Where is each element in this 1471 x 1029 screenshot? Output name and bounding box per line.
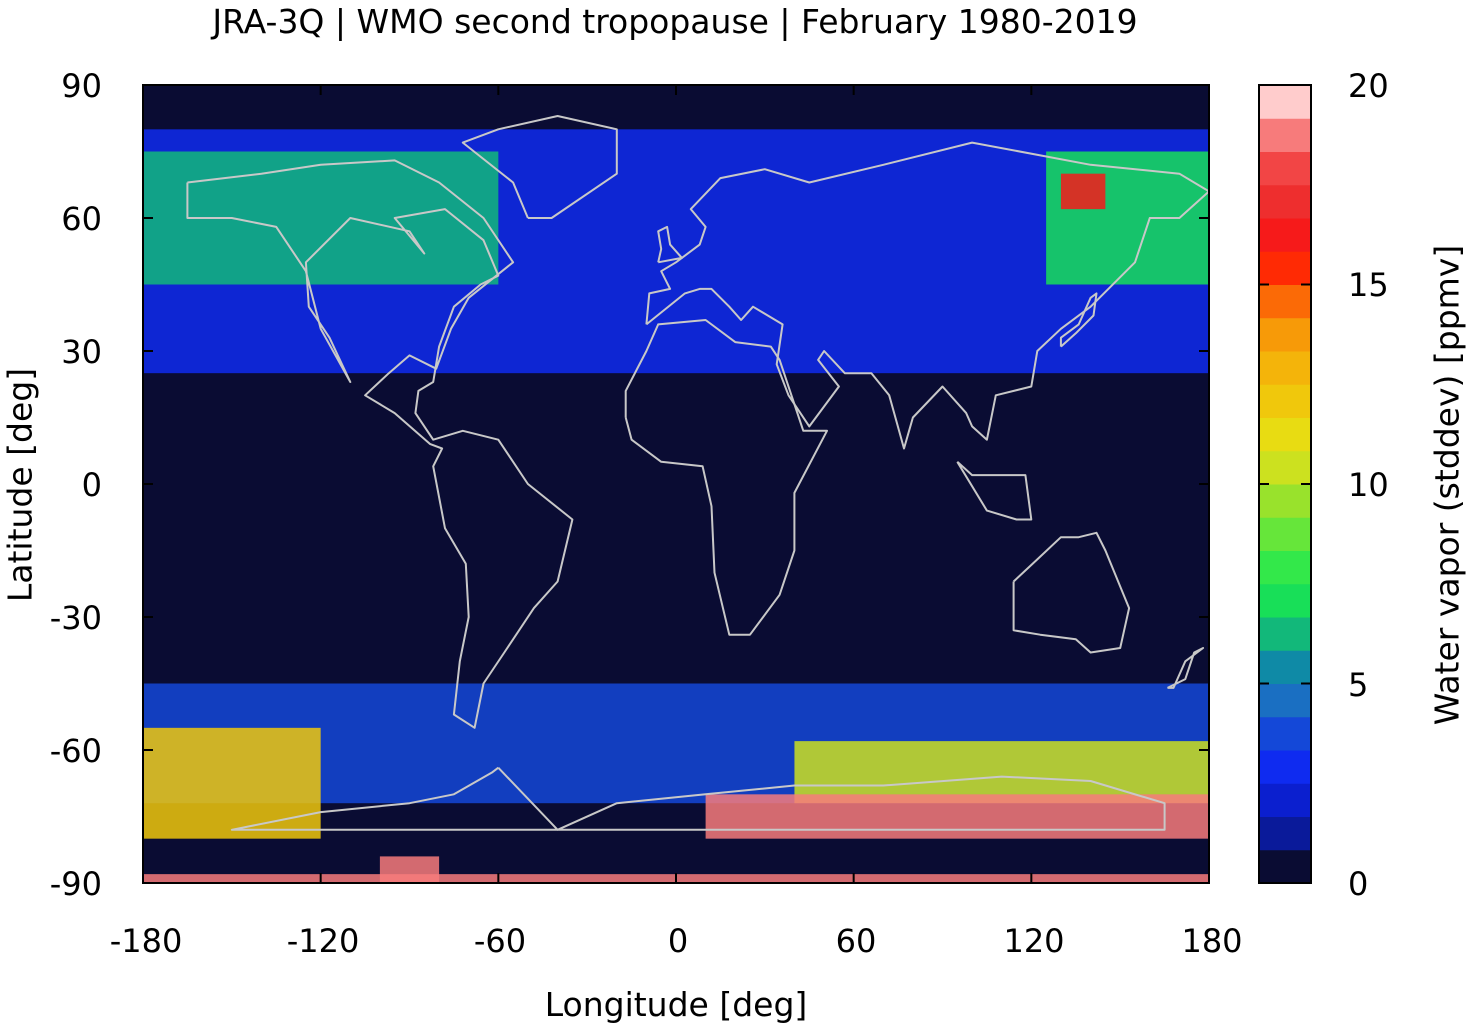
colorbar-swatch <box>1259 251 1311 285</box>
coastline <box>461 115 618 219</box>
coastline <box>1059 292 1098 348</box>
colorbar-swatch <box>1259 550 1311 585</box>
colorbar-swatch <box>1259 151 1311 186</box>
x-tick-label: -60 <box>473 922 527 960</box>
x-tick-label: 180 <box>1181 922 1243 960</box>
y-tick-label: -90 <box>49 865 102 903</box>
coastline <box>624 319 828 636</box>
colorbar-swatch <box>1259 683 1311 718</box>
colorbar-swatch <box>1259 450 1311 485</box>
y-tick-label: 90 <box>61 67 102 105</box>
colorbar-swatch <box>1259 484 1311 518</box>
colorbar-swatch <box>1259 384 1311 418</box>
y-axis-label: Latitude [deg] <box>0 367 40 603</box>
colorbar-swatch <box>1259 351 1311 385</box>
colorbar-tick-label: 0 <box>1348 865 1369 903</box>
coastline <box>230 766 1166 831</box>
colorbar-swatch <box>1259 284 1311 319</box>
colorbar-swatch <box>1259 317 1311 352</box>
colorbar-swatch <box>1259 218 1311 252</box>
colorbar-tick-label: 5 <box>1348 666 1369 704</box>
y-tick-label: 60 <box>61 200 102 238</box>
colorbar-swatch <box>1259 184 1311 219</box>
colorbar-label: Water vapor (stddev) [ppmv] <box>1427 244 1467 726</box>
heatmap-region <box>705 794 1209 839</box>
colorbar-swatch <box>1259 816 1311 851</box>
colorbar-swatch <box>1259 750 1311 784</box>
coastline <box>956 461 1033 521</box>
heatmap-region <box>1060 173 1106 210</box>
colorbar-swatch <box>1259 417 1311 452</box>
x-tick-label: 60 <box>835 922 877 960</box>
colorbar-swatch <box>1259 85 1311 119</box>
heatmap-region <box>143 727 321 839</box>
x-tick-label: -180 <box>109 922 183 960</box>
coastline <box>657 225 683 264</box>
colorbar-tick-label: 15 <box>1348 266 1389 304</box>
colorbar-swatch <box>1259 650 1311 684</box>
coastline <box>1167 647 1205 689</box>
y-tick-label: 30 <box>61 333 102 371</box>
colorbar-swatch <box>1259 517 1311 551</box>
coastline <box>186 159 574 729</box>
colorbar-swatch <box>1259 118 1311 152</box>
heatmap-region <box>1046 151 1209 285</box>
colorbar-tick-label: 20 <box>1348 67 1389 105</box>
coastline <box>1012 531 1131 654</box>
chart-title: JRA-3Q | WMO second tropopause | Februar… <box>212 2 1138 41</box>
colorbar-swatch <box>1259 849 1311 884</box>
colorbar-swatch <box>1259 583 1311 618</box>
y-tick-label: -30 <box>49 599 102 637</box>
y-tick-label: -60 <box>49 732 102 770</box>
colorbar-swatch <box>1259 783 1311 817</box>
coastline <box>645 141 1210 450</box>
x-tick-label: 120 <box>1003 922 1065 960</box>
x-axis-label: Longitude [deg] <box>544 985 808 1024</box>
colorbar-swatch <box>1259 617 1311 651</box>
colorbar-swatch <box>1259 716 1311 751</box>
x-tick-label: -120 <box>286 922 360 960</box>
y-tick-label: 0 <box>81 466 102 504</box>
x-tick-label: 0 <box>667 922 689 960</box>
colorbar-tick-label: 10 <box>1348 466 1389 504</box>
heatmap-region <box>794 741 1209 804</box>
